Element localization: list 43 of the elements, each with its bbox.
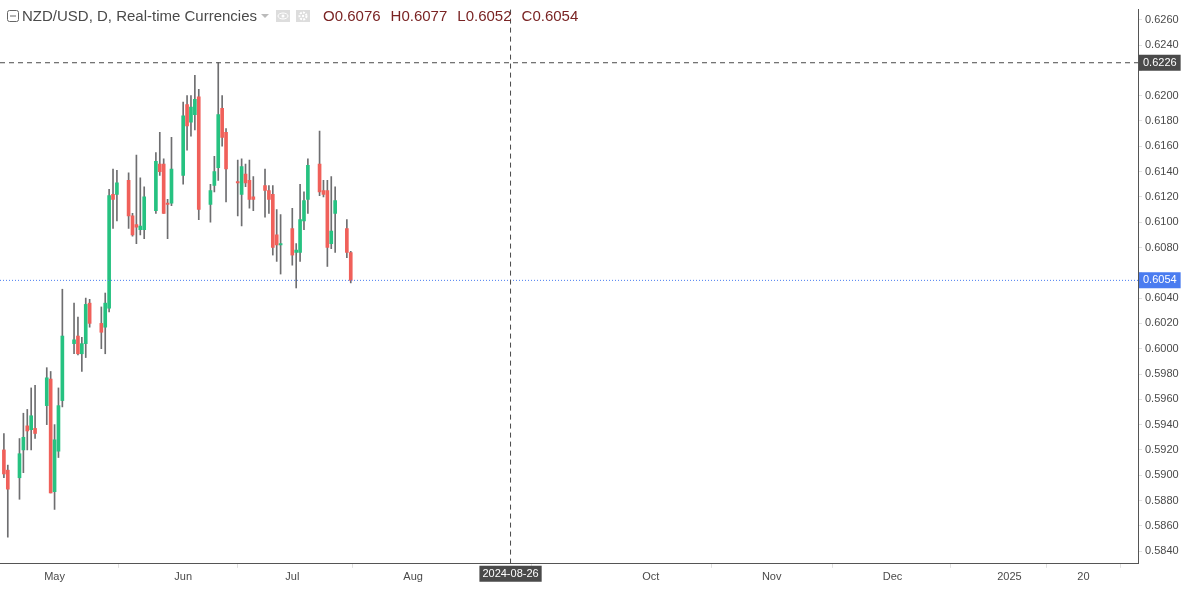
- x-tick-label: 2025: [997, 570, 1022, 583]
- y-tick-label: 0.6260: [1145, 12, 1179, 25]
- x-tick-label: Aug: [403, 570, 423, 583]
- candlestick: [72, 302, 76, 355]
- ref-line-label: 2024-08-26: [482, 566, 539, 579]
- y-tick-label: 0.6040: [1145, 291, 1179, 304]
- annotation: C0.6054: [521, 7, 579, 24]
- y-tick-label: 0.5840: [1145, 544, 1179, 557]
- x-tick-label: Oct: [642, 570, 660, 583]
- y-tick-label: 0.6080: [1145, 240, 1179, 253]
- candlestick: [263, 168, 267, 218]
- y-tick-label: 0.6200: [1145, 88, 1179, 101]
- ref-line-label: 0.6054: [1143, 273, 1177, 286]
- candlestick: [235, 159, 240, 217]
- y-tick-label: 0.6160: [1145, 139, 1179, 152]
- y-tick-label: 0.6140: [1145, 164, 1179, 177]
- x-tick-label: Jun: [174, 570, 193, 583]
- y-tick-label: 0.6020: [1145, 316, 1179, 329]
- x-tick-label: 20: [1077, 570, 1090, 583]
- y-tick-label: 0.6120: [1145, 189, 1179, 202]
- candlestick: [29, 387, 34, 451]
- annotation: O0.6076: [323, 7, 381, 24]
- x-tick-label: Dec: [882, 570, 903, 583]
- x-tick-label: May: [44, 570, 66, 583]
- y-tick-label: 0.6000: [1145, 341, 1179, 354]
- annotation: H0.6077: [390, 7, 448, 24]
- candlestick: [329, 176, 334, 250]
- y-tick-label: 0.5980: [1145, 367, 1179, 380]
- candlestick: [251, 176, 256, 212]
- annotation: L0.6052: [457, 7, 512, 24]
- x-tick-label: Nov: [761, 570, 782, 583]
- y-tick-label: 0.6100: [1145, 215, 1179, 228]
- y-tick-label: 0.5940: [1145, 417, 1179, 430]
- y-tick-label: 0.6180: [1145, 113, 1179, 126]
- y-tick-label: 0.5880: [1145, 493, 1179, 506]
- ref-line-label: 0.6226: [1143, 55, 1177, 68]
- x-tick-label: Jul: [285, 570, 300, 583]
- y-tick-label: 0.5960: [1145, 392, 1179, 405]
- y-tick-label: 0.5900: [1145, 468, 1179, 481]
- y-tick-label: 0.6240: [1145, 38, 1179, 51]
- chart-title: NZD/USD, D, Real-time Currencies: [22, 7, 258, 24]
- y-tick-label: 0.5860: [1145, 518, 1179, 531]
- y-tick-label: 0.5920: [1145, 442, 1179, 455]
